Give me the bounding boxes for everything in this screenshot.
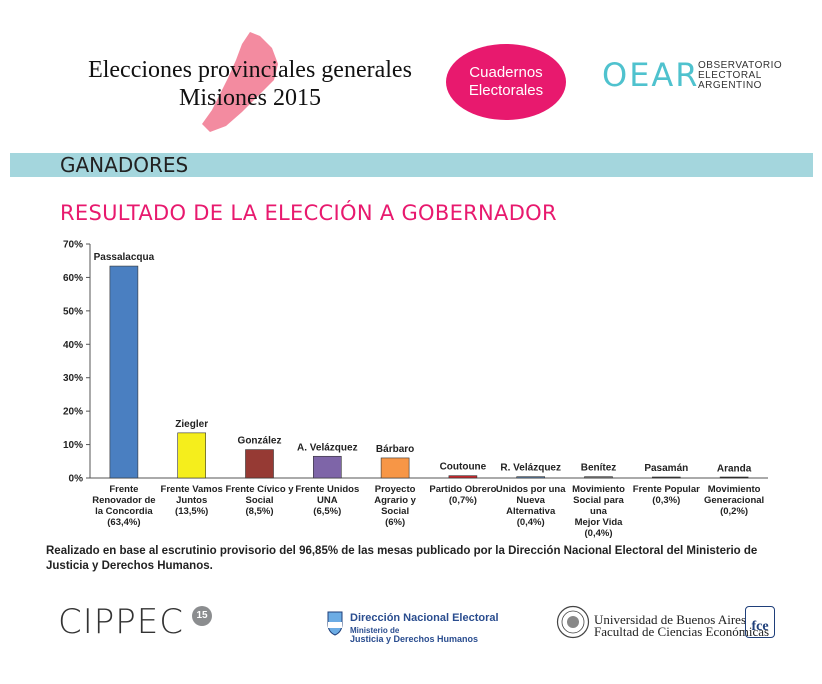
section-band-label: GANADORES [60, 153, 189, 177]
x-category-line: Frente Unidos [295, 484, 360, 495]
bar-candidate-label: Passalacqua [94, 252, 155, 263]
x-category-line: (0,3%) [652, 495, 681, 506]
y-tick-label: 60% [63, 273, 83, 284]
dne-title: Dirección Nacional Electoral [350, 612, 499, 624]
bar-candidate-label: Ziegler [175, 419, 208, 430]
x-category-line: Movimiento [572, 484, 625, 495]
x-category-line: (6,5%) [313, 506, 342, 517]
bar-candidate-label: Bárbaro [376, 444, 414, 455]
cuadernos-electorales-badge: Cuadernos Electorales [446, 44, 566, 120]
x-category-line: Renovador de [92, 495, 156, 506]
misiones-map-shape [202, 32, 278, 132]
x-category-line: Generacional [703, 495, 765, 506]
x-category-label: Frente Popular (0,3%) [631, 484, 701, 506]
x-category-line: (8,5%) [245, 506, 274, 517]
x-category-line: (0,4%) [584, 528, 613, 539]
bar-candidate-label: Aranda [717, 463, 752, 474]
bar [719, 476, 749, 479]
x-category-line: Frente Cívico y [225, 484, 294, 495]
title-line-2: Misiones 2015 [178, 85, 321, 111]
x-category-label: Movimiento Social para una Mejor Vida (0,4%… [564, 484, 634, 539]
bar-candidate-label: González [238, 436, 282, 447]
bar [651, 476, 681, 479]
oear-line-3: ARGENTINO [698, 80, 762, 91]
bar-candidate-label: Coutoune [440, 462, 487, 473]
y-tick-label: 70% [63, 240, 83, 251]
argentina-shield-icon [327, 611, 343, 636]
uba-name: Universidad de Buenos Aires [594, 612, 747, 627]
uba-seal-icon [556, 605, 590, 639]
x-category-label: Proyecto Agrario y Social (6%) [360, 484, 430, 528]
y-tick-label: 30% [63, 373, 83, 384]
x-category-line: (0,7%) [448, 495, 477, 506]
x-category-line: Agrario y [374, 495, 416, 506]
x-category-line: Frente [109, 484, 139, 495]
oear-logo: OEAR OBSERVATORIO ELECTORAL ARGENTINO [602, 58, 782, 94]
x-category-label: Frente Cívico y Social (8,5%) [225, 484, 295, 517]
x-category-line: Mejor Vida [574, 517, 623, 528]
bar [177, 432, 206, 479]
cippec-logo: CIPPEC [58, 602, 184, 642]
x-category-line: (13,5%) [175, 506, 209, 517]
oear-line-2: ELECTORAL [698, 70, 762, 81]
source-note: Realizado en base al escrutinio provisor… [46, 545, 758, 572]
x-category-label: Frente Renovador de la Concordia (63,4%) [89, 484, 159, 528]
bar [584, 476, 613, 479]
uba-faculty: Facultad de Ciencias Económicas [594, 624, 770, 639]
badge-line-1: Cuadernos [469, 64, 543, 81]
fce-logo: fce [745, 606, 775, 638]
x-category-line: Alternativa [506, 506, 556, 517]
bar-candidate-label: R. Velázquez [500, 463, 561, 474]
x-category-line: Movimiento [707, 484, 761, 495]
oear-logo-text: OBSERVATORIO ELECTORAL ARGENTINO [698, 61, 782, 91]
x-category-line: Social [245, 495, 274, 506]
x-category-line: Partido Obrero [429, 484, 497, 495]
x-category-label: Frente Vamos Juntos (13,5%) [157, 484, 227, 517]
y-tick-label: 0% [69, 474, 84, 485]
badge-line-2: Electorales [468, 82, 544, 99]
cippec-anniversary-badge: 15 [192, 606, 212, 626]
y-tick-label: 40% [63, 340, 83, 351]
y-tick-label: 50% [63, 306, 83, 317]
y-tick-label: 20% [63, 407, 83, 418]
bar [312, 455, 342, 479]
section-band: GANADORES [10, 153, 813, 177]
oear-logo-mark: OEAR [602, 56, 700, 94]
page-title: Elecciones provinciales generales Mision… [60, 56, 440, 112]
bar-candidate-label: A. Velázquez [297, 442, 358, 453]
x-category-line: (6%) [385, 517, 406, 528]
bar-candidate-label: Pasamán [644, 463, 688, 474]
oear-line-1: OBSERVATORIO [698, 60, 783, 71]
title-line-1: Elecciones provinciales generales [88, 57, 412, 83]
x-category-label: Frente Unidos UNA (6,5%) [292, 484, 362, 517]
y-tick-label: 10% [63, 440, 83, 451]
bar-candidate-label: Benítez [581, 463, 617, 474]
x-category-line: Unidos por una [495, 484, 566, 495]
bar-chart: 0% 10% 20% 30% 40% 50% 60% 70% Passalacqua Ziegle… [63, 240, 768, 485]
dne-justice: Justicia y Derechos Humanos [350, 634, 479, 644]
x-category-label: Partido Obrero (0,7%) [428, 484, 498, 506]
x-category-line: (0,2%) [720, 506, 749, 517]
bar [109, 265, 139, 479]
x-category-label: Unidos por una Nueva Alternativa (0,4%) [496, 484, 566, 528]
bar [380, 457, 410, 479]
chart-title: RESULTADO DE LA ELECCIÓN A GOBERNADOR [60, 201, 557, 225]
x-category-line: Juntos [176, 495, 208, 506]
x-category-line: Social para una [573, 495, 624, 517]
x-category-line: (63,4%) [107, 517, 141, 528]
x-category-line: Proyecto [374, 484, 416, 495]
x-category-line: Nueva [516, 495, 545, 506]
x-category-line: Frente Popular [632, 484, 700, 495]
misiones-map-path [202, 32, 278, 132]
x-category-line: Social [381, 506, 410, 517]
bar [448, 475, 478, 479]
dne-ministry: Ministerio de [350, 626, 400, 635]
bar [245, 449, 274, 479]
x-category-line: Frente Vamos [160, 484, 223, 495]
x-category-line: UNA [317, 495, 338, 506]
x-category-label: Movimiento Generacional (0,2%) [699, 484, 769, 517]
x-category-line: la Concordia [95, 506, 153, 517]
x-category-line: (0,4%) [516, 517, 545, 528]
bar [516, 476, 546, 479]
